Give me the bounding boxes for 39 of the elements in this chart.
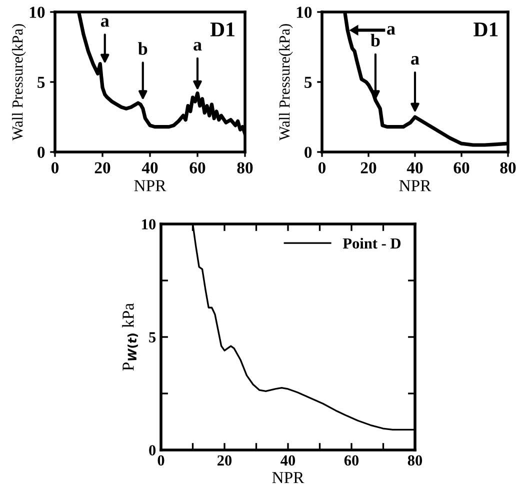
legend-label: Point - D: [342, 238, 401, 249]
annotation: D1: [210, 22, 234, 36]
x-axis-title: NPR: [134, 180, 166, 192]
x-tick-label: 40: [406, 162, 423, 174]
x-tick-label: 0: [158, 455, 164, 466]
x-tick-label: 20: [360, 162, 376, 174]
x-tick-label: 20: [94, 162, 110, 174]
x-tick-label: 60: [344, 455, 359, 466]
annotation: b: [370, 34, 380, 47]
annotation: b: [138, 42, 148, 55]
x-tick-label: 60: [190, 162, 206, 174]
y-tick-label: 10: [142, 219, 156, 230]
x-tick-label: 20: [218, 455, 232, 466]
x-axis-title: NPR: [272, 472, 304, 484]
annotation: a: [387, 26, 396, 35]
annotation: D1: [474, 22, 498, 36]
annotation: a: [194, 42, 202, 51]
x-tick-label: 80: [237, 162, 253, 174]
y-axis-title: P$_{W(t)}$ kPa: [122, 303, 138, 371]
y-tick-label: 5: [38, 76, 45, 88]
x-tick-label: 0: [51, 162, 59, 174]
annotation: a: [411, 56, 420, 65]
y-axis-title: Wall Pressure(kPa): [12, 24, 26, 141]
y-tick-label: 0: [304, 146, 312, 158]
y-tick-label: 5: [304, 76, 312, 88]
x-tick-label: 0: [318, 162, 326, 174]
x-axis-title: NPR: [399, 180, 432, 192]
y-tick-label: 10: [30, 6, 45, 18]
y-tick-label: 0: [149, 445, 156, 456]
x-tick-label: 80: [408, 455, 422, 466]
x-tick-label: 40: [142, 162, 158, 174]
x-tick-label: 60: [454, 162, 470, 174]
y-tick-label: 5: [149, 332, 156, 342]
x-tick-label: 80: [500, 162, 516, 174]
y-tick-label: 10: [296, 6, 312, 18]
x-tick-label: 40: [280, 455, 296, 466]
y-axis-title: Wall Pressure(kPa): [278, 24, 293, 141]
y-tick-label: 0: [38, 146, 45, 158]
annotation: a: [100, 18, 110, 27]
